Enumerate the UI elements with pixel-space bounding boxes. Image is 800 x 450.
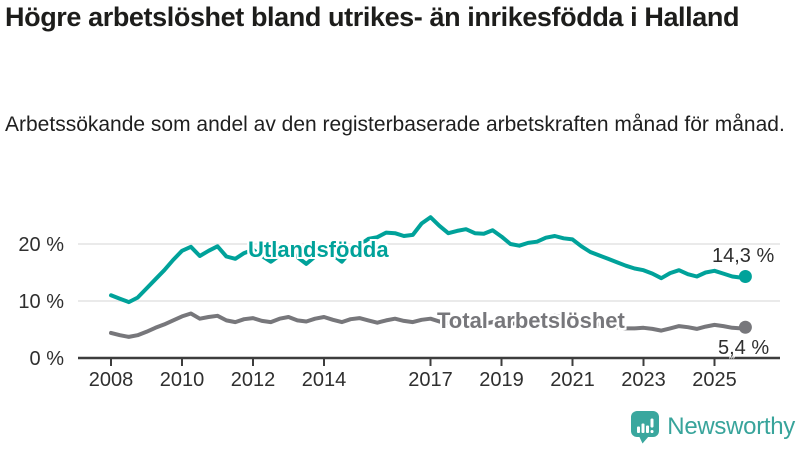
page-title: Högre arbetslöshet bland utrikes- än inr…	[5, 2, 740, 32]
series-label-utlandsfodda: Utlandsfödda	[248, 237, 389, 262]
series-line-1	[109, 311, 748, 339]
series-label-total: Total arbetslöshet	[437, 308, 625, 333]
y-axis-tick-label: 0 %	[30, 348, 65, 370]
x-axis-tick-label: 2025	[692, 369, 737, 391]
end-value-utlandsfodda: 14,3 %	[712, 245, 775, 267]
chart-subtitle: Arbetssökande som andel av den registerb…	[5, 113, 785, 136]
series-line-0	[109, 215, 748, 305]
newsworthy-logo: Newsworthy	[630, 410, 795, 444]
x-axis-tick-label: 2012	[231, 369, 276, 391]
x-axis-tick-label: 2010	[160, 369, 205, 391]
x-axis-tick-label: 2014	[302, 369, 347, 391]
x-axis-tick-label: 2008	[89, 369, 134, 391]
newsworthy-wordmark: Newsworthy	[667, 413, 795, 440]
x-axis-tick-label: 2023	[621, 369, 666, 391]
series-end-dot-1	[738, 320, 752, 334]
end-value-total: 5,4 %	[718, 337, 770, 359]
y-axis-tick-label: 10 %	[18, 291, 64, 313]
series-end-dot-0	[738, 269, 752, 283]
x-axis-tick-label: 2019	[479, 369, 524, 391]
x-axis-tick-label: 2017	[408, 369, 453, 391]
newsworthy-chart-bubble-icon	[631, 411, 660, 444]
x-axis-tick-label: 2021	[550, 369, 595, 391]
y-axis-tick-label: 20 %	[18, 234, 64, 256]
